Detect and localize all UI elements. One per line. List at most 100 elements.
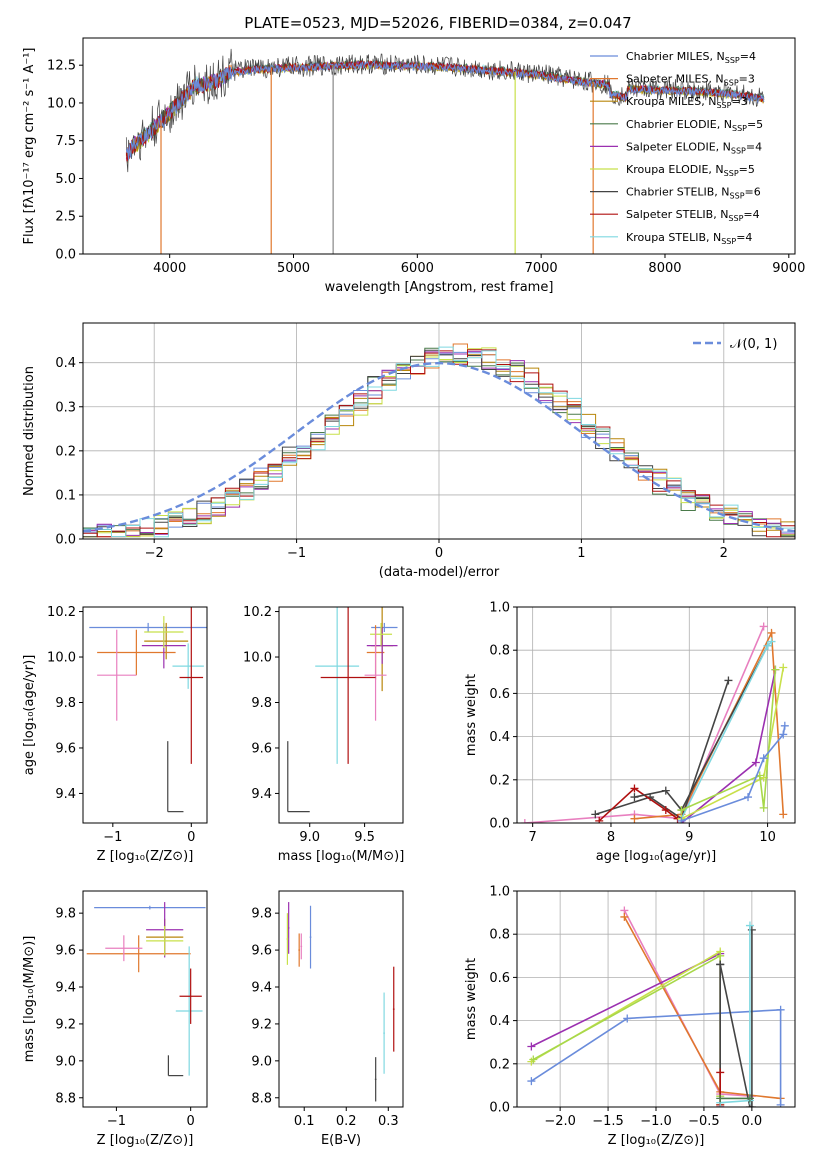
- y-tick-label: 8.8: [55, 1091, 76, 1106]
- x-tick-label: 8: [607, 830, 615, 845]
- spectrum-line: [125, 60, 765, 161]
- data-point: [716, 951, 725, 960]
- panel-age-vs-mass: 9.0 9.5 9.4 9.6 9.8 10.0 10.2 mass [log₁₀(M/M⊙)…: [243, 605, 404, 864]
- y-tick-label: 9.6: [55, 944, 76, 959]
- y-tick-label: 0.1: [55, 488, 76, 503]
- plot-area: [287, 607, 398, 813]
- data-point: [595, 816, 604, 823]
- error-bar-point: [309, 905, 312, 969]
- x-tick-label: 0.3: [378, 1114, 399, 1129]
- y-tick-label: 1.0: [489, 601, 510, 616]
- y-tick-label: 0.0: [489, 817, 510, 832]
- plot-area: [89, 607, 207, 813]
- data-point: [759, 803, 768, 812]
- y-tick-label: 10.2: [243, 605, 272, 620]
- series-line: [532, 954, 721, 1097]
- x-tick-label: 7000: [525, 261, 558, 276]
- data-point: [677, 806, 686, 815]
- y-tick-label: 8.8: [251, 1091, 272, 1106]
- series-line: [531, 952, 721, 1107]
- x-tick-label: 9.5: [354, 830, 375, 845]
- data-point: [747, 1103, 756, 1107]
- error-bar-point: [144, 616, 184, 648]
- data-point: [779, 663, 788, 672]
- x-tick-label: 9: [685, 830, 693, 845]
- y-tick-label: 0.6: [489, 971, 510, 986]
- plot-area: [286, 902, 395, 1102]
- data-point: [747, 925, 756, 934]
- legend-label: Salpeter STELIB, NSSP=4: [626, 208, 760, 223]
- error-bar-point: [179, 607, 204, 764]
- y-tick-label: 0.8: [489, 644, 510, 659]
- x-tick-label: −2: [145, 546, 164, 561]
- y-tick-label: 0.4: [55, 356, 76, 371]
- y-tick-label: 2.5: [55, 210, 76, 225]
- data-point: [724, 676, 733, 685]
- y-tick-label: 9.8: [55, 907, 76, 922]
- axes-frame: [82, 37, 796, 255]
- data-point: [527, 1042, 536, 1051]
- data-point: [767, 637, 776, 646]
- y-axis-label: age [log₁₀(age/yr)]: [22, 655, 37, 776]
- data-point: [744, 793, 753, 802]
- error-bar-point: [94, 905, 206, 910]
- plot-area: [527, 906, 785, 1107]
- y-tick-label: 9.6: [251, 944, 272, 959]
- histogram-step: [83, 346, 795, 538]
- error-bar-point: [315, 607, 360, 764]
- series-line: [681, 667, 785, 820]
- series-line: [623, 910, 752, 1097]
- plot-area: [520, 622, 789, 823]
- y-tick-label: 10.0: [47, 96, 76, 111]
- y-tick-label: 0.4: [489, 1014, 510, 1029]
- y-tick-label: 9.0: [251, 1054, 272, 1069]
- data-point: [520, 819, 529, 823]
- panel-age-vs-z: −1 0 9.4 9.6 9.8 10.0 10.2 Z [log₁₀(Z/Z⊙)] age […: [22, 605, 208, 864]
- series-line: [530, 950, 721, 1105]
- error-bar-point: [175, 946, 203, 1076]
- legend-label: Kroupa MILES, NSSP=3: [626, 95, 748, 110]
- data-point: [776, 1005, 785, 1014]
- series-line: [681, 669, 777, 811]
- y-tick-label: 0.2: [489, 773, 510, 788]
- error-bar-point: [370, 622, 393, 646]
- y-tick-label: 9.6: [55, 741, 76, 756]
- panel-mass-vs-z: −1 0 8.8 9.0 9.2 9.4 9.6 9.8 Z [log₁₀(Z/Z⊙)] mass…: [22, 890, 208, 1148]
- x-tick-label: 9.0: [299, 830, 320, 845]
- x-tick-label: −0.5: [688, 1114, 720, 1129]
- data-point: [745, 1094, 754, 1103]
- data-point: [771, 665, 780, 674]
- y-tick-label: 10.0: [243, 651, 272, 666]
- error-bar-point: [366, 627, 398, 664]
- x-tick-label: 10: [759, 830, 776, 845]
- y-tick-label: 0.2: [55, 444, 76, 459]
- y-tick-label: 9.6: [251, 741, 272, 756]
- legend-label: 𝒩(0, 1): [730, 337, 777, 352]
- error-bar-point: [364, 629, 387, 721]
- legend-label: Kroupa STELIB, NSSP=4: [626, 231, 752, 246]
- y-tick-label: 0.6: [489, 687, 510, 702]
- data-point: [591, 810, 600, 819]
- x-tick-label: 0: [187, 1114, 195, 1129]
- data-point: [630, 814, 639, 823]
- data-point: [661, 806, 670, 815]
- y-tick-label: 7.5: [55, 134, 76, 149]
- legend-label: Chabrier STELIB, NSSP=6: [626, 186, 761, 201]
- error-bar-point: [320, 607, 376, 764]
- x-axis-label: Z [log₁₀(Z/Z⊙)]: [608, 1133, 705, 1148]
- y-tick-label: 10.2: [47, 605, 76, 620]
- error-bar-point: [287, 902, 290, 954]
- data-point: [745, 921, 754, 930]
- x-tick-label: 6000: [401, 261, 434, 276]
- y-tick-label: 1.0: [489, 885, 510, 900]
- error-bar-point: [97, 629, 176, 676]
- error-bar-point: [298, 933, 301, 967]
- x-tick-label: −1.5: [592, 1114, 624, 1129]
- data-point: [776, 1100, 785, 1107]
- y-tick-label: 10.0: [47, 651, 76, 666]
- x-tick-label: 0: [435, 546, 443, 561]
- series-line: [680, 669, 777, 823]
- error-bar-point: [300, 933, 303, 960]
- data-point: [779, 810, 788, 819]
